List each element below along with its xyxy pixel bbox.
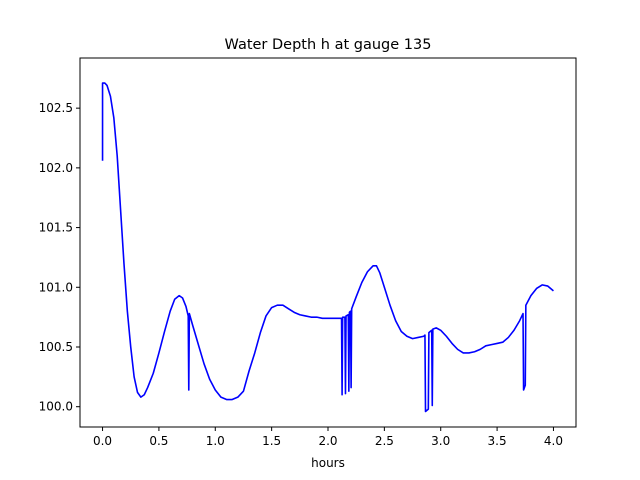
x-tick-label: 2.0 [318,434,337,448]
x-axis-title: hours [311,456,345,470]
x-tick-label: 4.0 [544,434,563,448]
series-line-0 [101,82,554,413]
x-tick-label: 3.0 [431,434,450,448]
axes: 0.0 0.5 1.0 1.5 2.0 2.5 3.0 3.5 4.0 100.0 100.5 101… [39,57,577,448]
chart-title: Water Depth h at gauge 135 [225,37,432,53]
y-tick-label: 100.0 [39,400,73,414]
y-tick-label: 101.0 [39,280,73,294]
y-tick-label: 102.5 [39,101,73,115]
y-tick-label: 101.5 [39,221,73,235]
x-tick-label: 2.5 [375,434,394,448]
x-tick-label: 0.0 [93,434,112,448]
x-tick-label: 0.5 [149,434,168,448]
y-tick-label: 102.0 [39,161,73,175]
x-tick-label: 1.5 [262,434,281,448]
y-tick-label: 100.5 [39,340,73,354]
x-tick-label: 1.0 [206,434,225,448]
x-tick-label: 3.5 [488,434,507,448]
plot-data [101,82,554,413]
